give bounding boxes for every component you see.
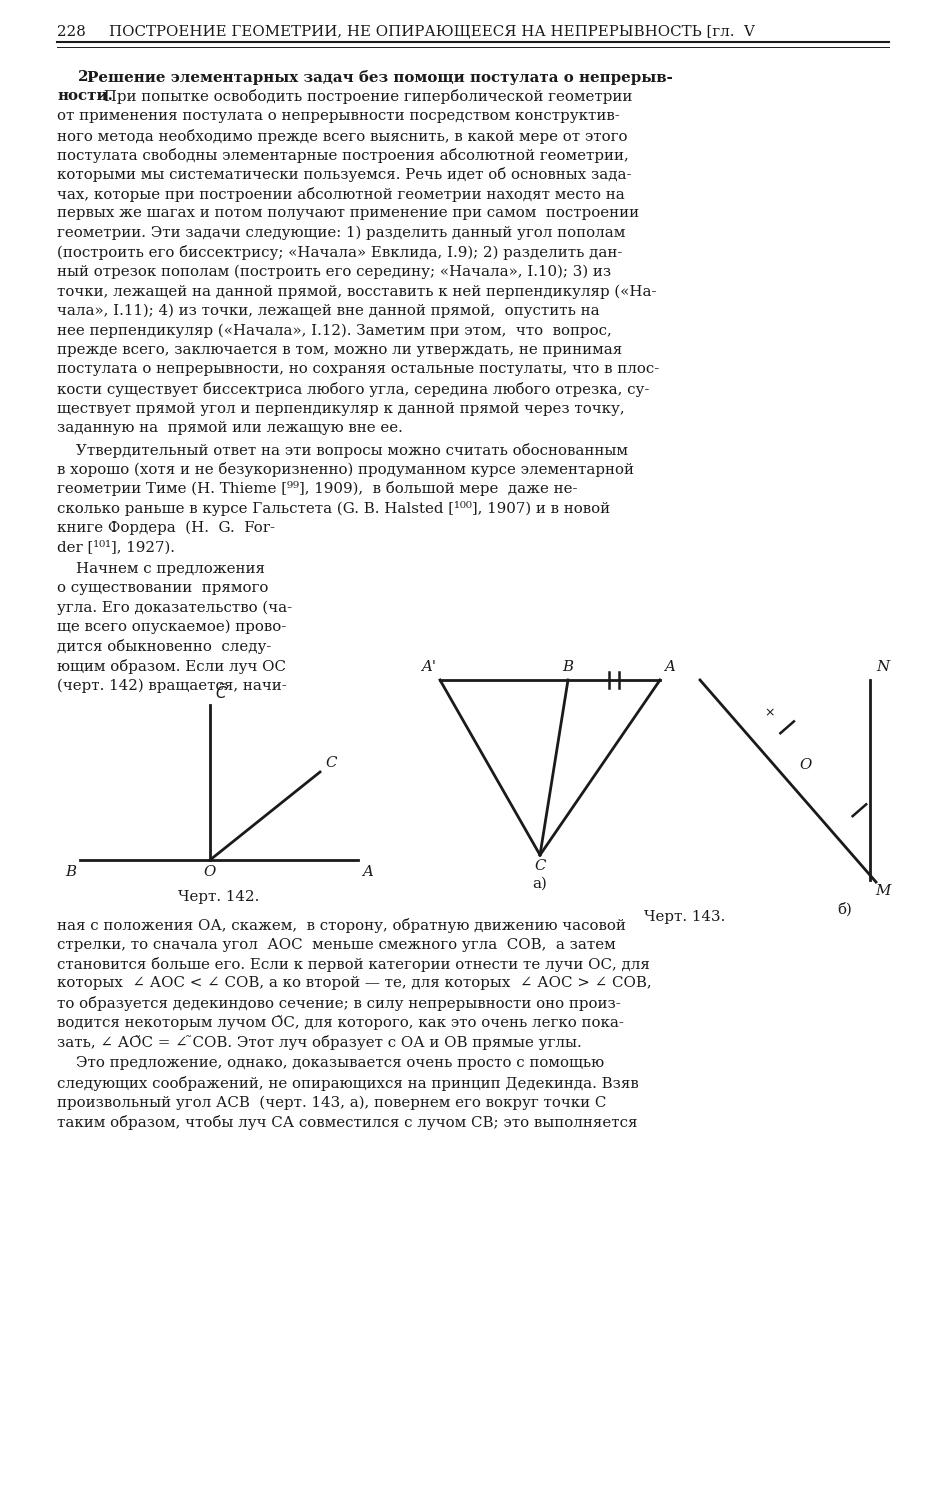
Text: Решение элементарных задач без помощи постулата о непрерыв-: Решение элементарных задач без помощи по… bbox=[87, 70, 673, 86]
Text: B: B bbox=[563, 660, 573, 674]
Text: Утвердительный ответ на эти вопросы можно считать обоснованным: Утвердительный ответ на эти вопросы можн… bbox=[57, 442, 628, 458]
Text: которыми мы систематически пользуемся. Речь идет об основных зада-: которыми мы систематически пользуемся. Р… bbox=[57, 168, 632, 183]
Text: которых  ∠ АОС < ∠ СОВ, а ко второй — те, для которых  ∠ АОС > ∠ СОВ,: которых ∠ АОС < ∠ СОВ, а ко второй — те,… bbox=[57, 976, 652, 990]
Text: M: M bbox=[875, 884, 890, 898]
Text: Это предложение, однако, доказывается очень просто с помощью: Это предложение, однако, доказывается оч… bbox=[57, 1056, 604, 1071]
Text: B: B bbox=[65, 865, 76, 879]
Text: дится обыкновенно  следу-: дится обыкновенно следу- bbox=[57, 639, 272, 654]
Text: сколько раньше в курсе Гальстета (G. B. Halsted [¹⁰⁰], 1907) и в новой: сколько раньше в курсе Гальстета (G. B. … bbox=[57, 501, 610, 516]
Text: в хорошо (хотя и не безукоризненно) продуманном курсе элементарной: в хорошо (хотя и не безукоризненно) прод… bbox=[57, 462, 634, 477]
Text: Черт. 143.: Черт. 143. bbox=[644, 910, 726, 924]
Text: кости существует биссектриса любого угла, середина любого отрезка, су-: кости существует биссектриса любого угла… bbox=[57, 382, 649, 398]
Text: ного метода необходимо прежде всего выяснить, в какой мере от этого: ного метода необходимо прежде всего выяс… bbox=[57, 129, 627, 144]
Text: таким образом, чтобы луч СА совместился с лучом СВ; это выполняется: таким образом, чтобы луч СА совместился … bbox=[57, 1114, 638, 1130]
Text: 228: 228 bbox=[57, 26, 86, 39]
Text: геометрии Тиме (H. Thieme [⁹⁹], 1909),  в большой мере  даже не-: геометрии Тиме (H. Thieme [⁹⁹], 1909), в… bbox=[57, 482, 577, 496]
Text: а): а) bbox=[533, 878, 548, 891]
Text: то образуется дедекиндово сечение; в силу непрерывности оно произ-: то образуется дедекиндово сечение; в сил… bbox=[57, 996, 621, 1011]
Text: произвольный угол АСВ  (черт. 143, а), повернем его вокруг точки С: произвольный угол АСВ (черт. 143, а), по… bbox=[57, 1095, 606, 1110]
Text: постулата свободны элементарные построения абсолютной геометрии,: постулата свободны элементарные построен… bbox=[57, 148, 629, 164]
Text: A: A bbox=[664, 660, 674, 674]
Text: При попытке освободить построение гиперболической геометрии: При попытке освободить построение гиперб… bbox=[99, 90, 632, 105]
Text: ще всего опускаемое) прово-: ще всего опускаемое) прово- bbox=[57, 620, 287, 634]
Text: C: C bbox=[325, 756, 337, 770]
Text: от применения постулата о непрерывности посредством конструктив-: от применения постулата о непрерывности … bbox=[57, 110, 620, 123]
Text: C: C bbox=[534, 859, 546, 873]
Text: нее перпендикуляр («Начала», I.12). Заметим при этом,  что  вопрос,: нее перпендикуляр («Начала», I.12). Заме… bbox=[57, 324, 612, 338]
Text: б): б) bbox=[837, 902, 852, 916]
Text: угла. Его доказательство (ча-: угла. Его доказательство (ча- bbox=[57, 600, 292, 615]
Text: ×: × bbox=[764, 706, 776, 718]
Text: стрелки, то сначала угол  АОС  меньше смежного угла  СОВ,  а затем: стрелки, то сначала угол АОС меньше смеж… bbox=[57, 938, 616, 951]
Text: $\tilde{C}$: $\tilde{C}$ bbox=[215, 682, 227, 702]
Text: ный отрезок пополам (построить его середину; «Начала», I.10); 3) из: ный отрезок пополам (построить его серед… bbox=[57, 266, 611, 279]
Text: геометрии. Эти задачи следующие: 1) разделить данный угол пополам: геометрии. Эти задачи следующие: 1) разд… bbox=[57, 226, 625, 240]
Text: точки, лежащей на данной прямой, восставить к ней перпендикуляр («На-: точки, лежащей на данной прямой, восстав… bbox=[57, 285, 657, 298]
Text: ществует прямой угол и перпендикуляр к данной прямой через точку,: ществует прямой угол и перпендикуляр к д… bbox=[57, 402, 624, 416]
Text: чала», I.11); 4) из точки, лежащей вне данной прямой,  опустить на: чала», I.11); 4) из точки, лежащей вне д… bbox=[57, 304, 600, 318]
Text: (черт. 142) вращается, начи-: (черт. 142) вращается, начи- bbox=[57, 678, 287, 693]
Text: постулата о непрерывности, но сохраняя остальные постулаты, что в плос-: постулата о непрерывности, но сохраняя о… bbox=[57, 363, 659, 376]
Text: заданную на  прямой или лежащую вне ее.: заданную на прямой или лежащую вне ее. bbox=[57, 422, 403, 435]
Text: ющим образом. Если луч ОС: ющим образом. Если луч ОС bbox=[57, 658, 286, 674]
Text: зать, ∠ АО̃С = ∠ ̃СОВ. Этот луч образует с ОА и ОВ прямые углы.: зать, ∠ АО̃С = ∠ ̃СОВ. Этот луч образует… bbox=[57, 1035, 582, 1050]
Text: Начнем с предложения: Начнем с предложения bbox=[57, 561, 265, 576]
Text: A': A' bbox=[421, 660, 436, 674]
Text: A: A bbox=[362, 865, 373, 879]
Text: ности.: ности. bbox=[57, 90, 113, 104]
Text: чах, которые при построении абсолютной геометрии находят место на: чах, которые при построении абсолютной г… bbox=[57, 188, 624, 202]
Text: N: N bbox=[876, 660, 889, 674]
Text: первых же шагах и потом получают применение при самом  построении: первых же шагах и потом получают примене… bbox=[57, 207, 639, 220]
Text: о существовании  прямого: о существовании прямого bbox=[57, 580, 269, 596]
Text: O: O bbox=[204, 865, 216, 879]
Text: водится некоторым лучом О̃С, для которого, как это очень легко пока-: водится некоторым лучом О̃С, для которог… bbox=[57, 1016, 623, 1031]
Text: O: O bbox=[799, 758, 812, 772]
Text: прежде всего, заключается в том, можно ли утверждать, не принимая: прежде всего, заключается в том, можно л… bbox=[57, 344, 622, 357]
Text: становится больше его. Если к первой категории отнести те лучи ОС, для: становится больше его. Если к первой кат… bbox=[57, 957, 650, 972]
Text: (построить его биссектрису; «Начала» Евклида, I.9); 2) разделить дан-: (построить его биссектрису; «Начала» Евк… bbox=[57, 246, 622, 261]
Text: книге Фордера  (H.  G.  For-: книге Фордера (H. G. For- bbox=[57, 520, 275, 536]
Text: 2.: 2. bbox=[57, 70, 99, 84]
Text: ная с положения ОА, скажем,  в сторону, обратную движению часовой: ная с положения ОА, скажем, в сторону, о… bbox=[57, 918, 626, 933]
Text: der [¹⁰¹], 1927).: der [¹⁰¹], 1927). bbox=[57, 540, 175, 555]
Text: следующих соображений, не опирающихся на принцип Дедекинда. Взяв: следующих соображений, не опирающихся на… bbox=[57, 1076, 639, 1090]
Text: Черт. 142.: Черт. 142. bbox=[178, 890, 260, 904]
Text: ПОСТРОЕНИЕ ГЕОМЕТРИИ, НЕ ОПИРАЮЩЕЕСЯ НА НЕПРЕРЫВНОСТЬ [гл.  V: ПОСТРОЕНИЕ ГЕОМЕТРИИ, НЕ ОПИРАЮЩЕЕСЯ НА … bbox=[109, 26, 755, 39]
